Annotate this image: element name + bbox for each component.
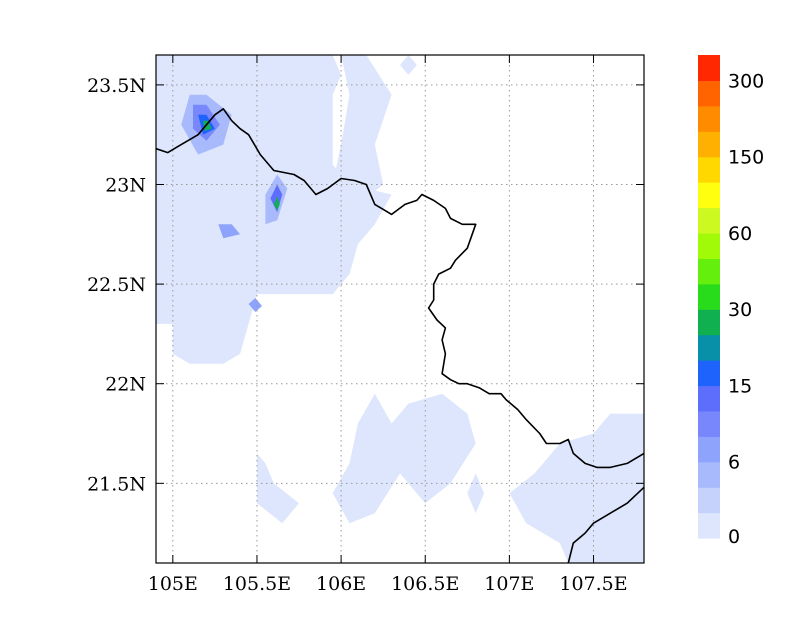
shade-region-core-b-2: [270, 184, 283, 213]
colorbar-segment-7: [698, 334, 720, 361]
x-tick-label: 105.5E: [223, 573, 291, 595]
colorbar-segment-0: [698, 512, 720, 539]
shade-region-core-b-3: [273, 196, 280, 211]
colorbar-segment-14: [698, 156, 720, 183]
colorbar-segment-18: [698, 55, 720, 82]
colorbar-segment-16: [698, 105, 720, 132]
y-tick-label: 22.5N: [87, 274, 146, 296]
colorbar-label: 6: [728, 452, 740, 474]
x-tick-label: 106E: [316, 573, 366, 595]
shade-region-north-islet: [400, 55, 417, 75]
y-tick-label: 23.5N: [87, 75, 146, 97]
colorbar: 0 6 15 30 60 150 300: [698, 55, 764, 548]
colorbar-segment-12: [698, 207, 720, 234]
x-tick-label: 107E: [484, 573, 534, 595]
x-tick-label: 105E: [148, 573, 198, 595]
colorbar-segment-11: [698, 232, 720, 259]
colorbar-label: 0: [728, 526, 740, 548]
shade-region-core-a-4: [203, 120, 212, 131]
plot-frame: [155, 54, 645, 564]
coastline: [567, 486, 644, 563]
y-tick-label: 23N: [105, 174, 146, 196]
border-line: [156, 108, 644, 469]
colorbar-label: 30: [728, 299, 752, 321]
shade-region-core-d-1: [248, 298, 262, 312]
colorbar-label: 15: [728, 376, 752, 398]
colorbar-segment-4: [698, 410, 720, 437]
colorbar-label: 300: [728, 70, 764, 92]
y-tick-label: 21.5N: [87, 473, 146, 495]
colorbar-segment-5: [698, 385, 720, 412]
shade-region-south-central-patch: [332, 393, 476, 524]
colorbar-segment-17: [698, 80, 720, 107]
x-tick-label: 106.5E: [391, 573, 459, 595]
colorbar-segment-8: [698, 309, 720, 336]
y-tick-label: 22N: [105, 374, 146, 396]
shade-region-core-c-1: [218, 224, 241, 239]
colorbar-segment-1: [698, 487, 720, 514]
colorbar-segment-9: [698, 283, 720, 310]
shade-region-north-hole-blob: [332, 55, 392, 205]
shade-region-southwest-patch: [257, 453, 299, 524]
colorbar-segment-10: [698, 258, 720, 285]
colorbar-segment-3: [698, 436, 720, 463]
colorbar-label: 150: [728, 147, 764, 169]
shade-region-southeast-patch: [509, 413, 644, 563]
colorbar-segment-2: [698, 461, 720, 488]
colorbar-segment-13: [698, 182, 720, 209]
colorbar-segment-6: [698, 360, 720, 387]
x-tick-label: 107.5E: [559, 573, 627, 595]
colorbar-label: 60: [728, 223, 752, 245]
colorbar-segment-15: [698, 131, 720, 158]
